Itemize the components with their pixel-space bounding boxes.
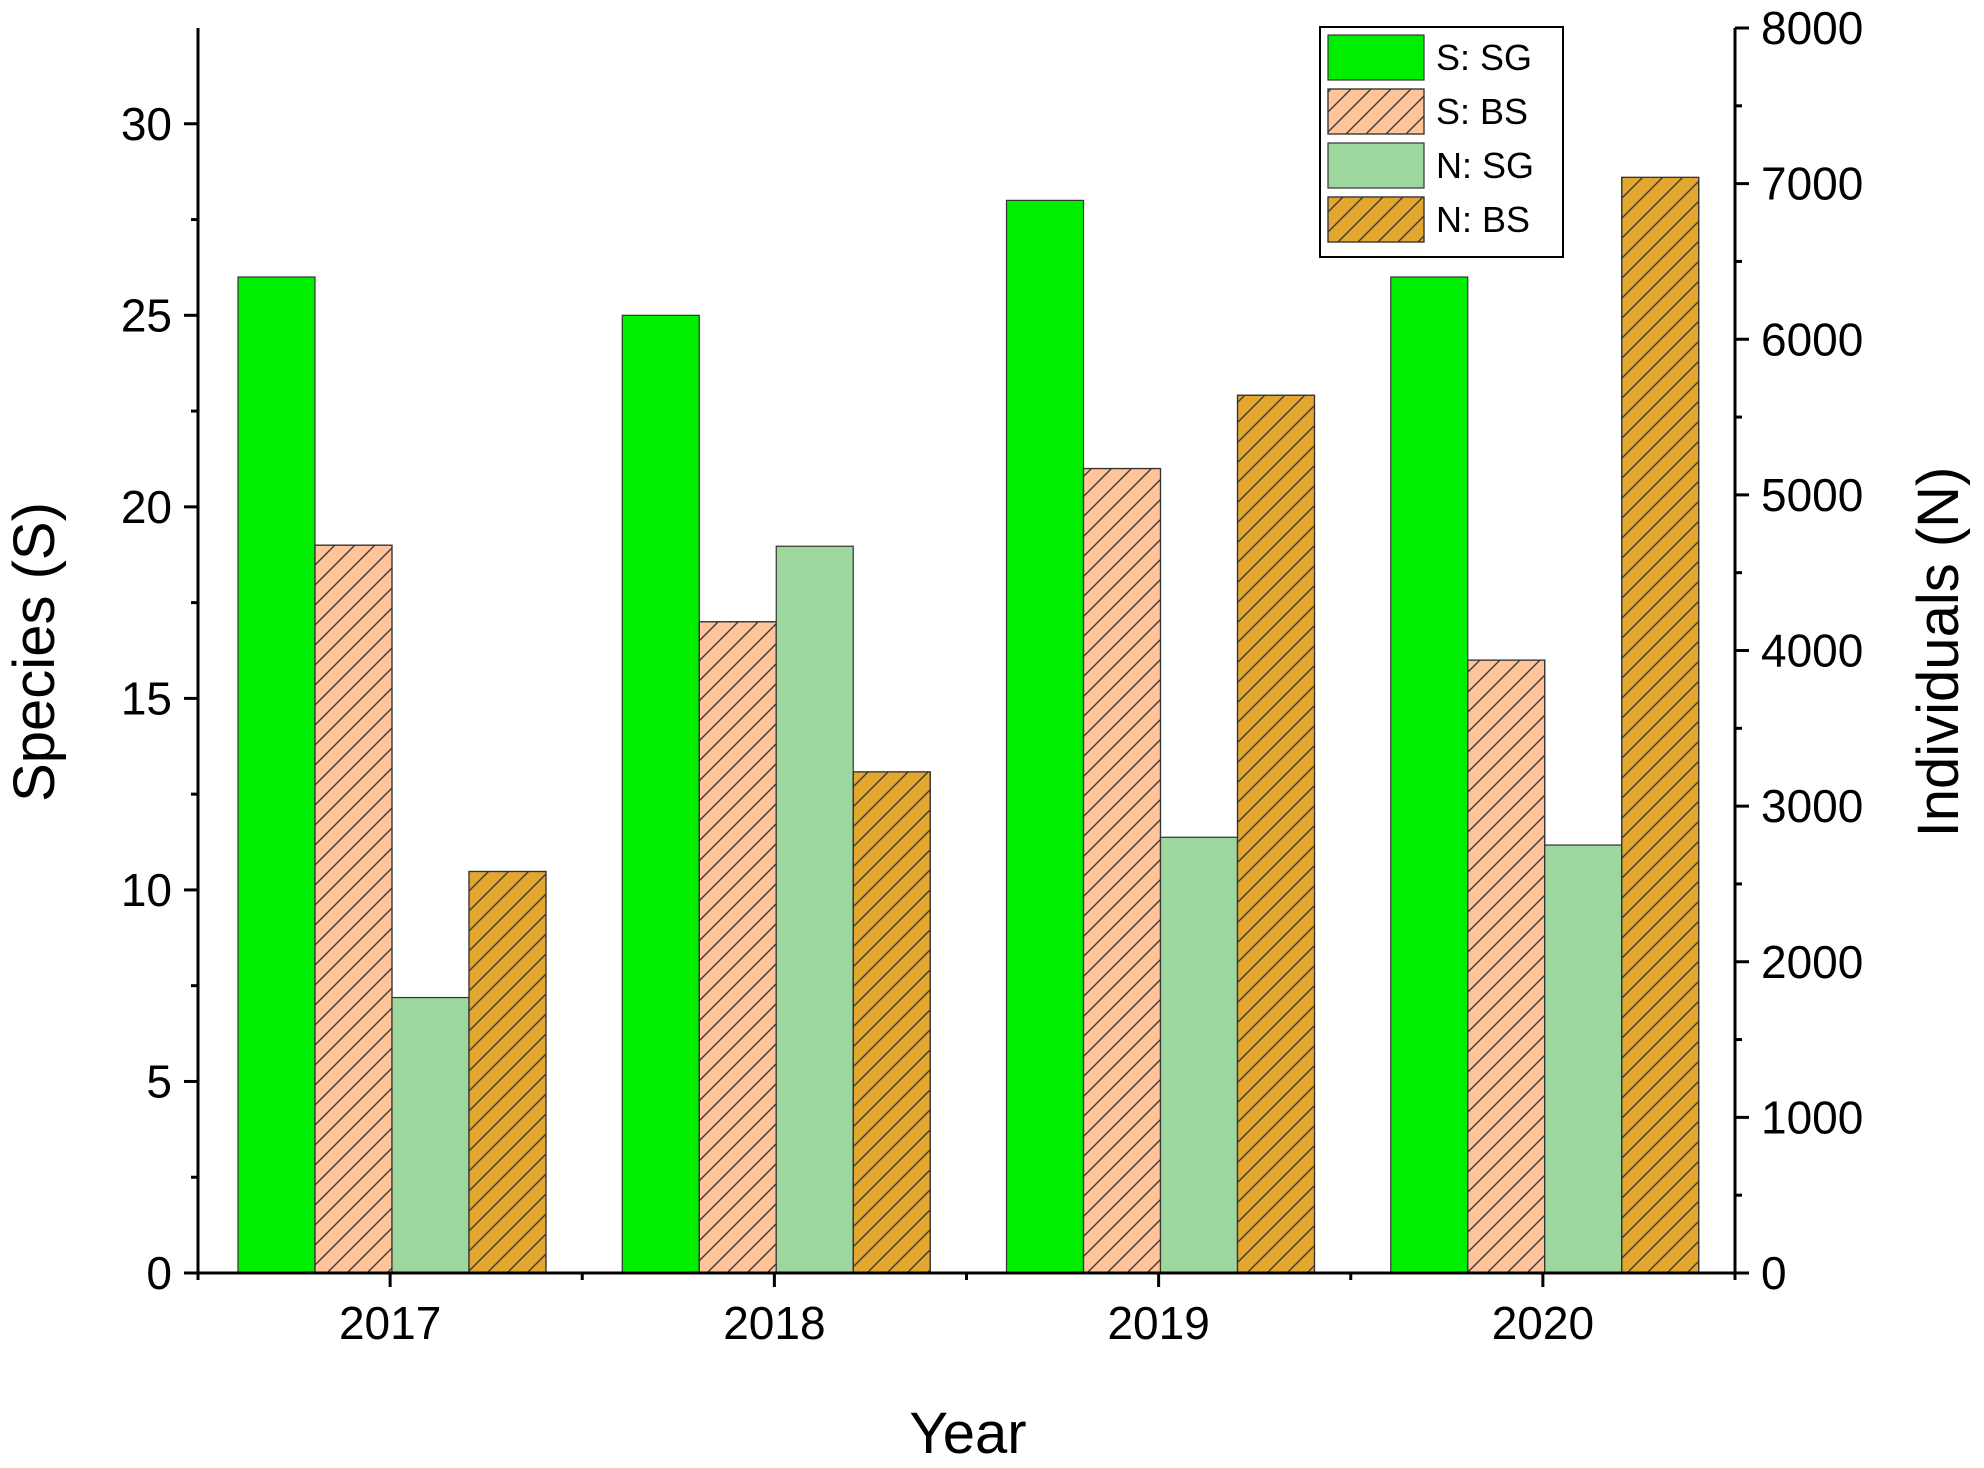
y-left-tick-label: 30 xyxy=(121,98,172,150)
x-tick-label: 2020 xyxy=(1492,1297,1594,1349)
legend: S: SG S: BS N: SG N: BS xyxy=(1319,26,1564,258)
legend-swatch-hatch xyxy=(1327,196,1425,243)
bar xyxy=(1005,199,1085,1274)
bar-hatch xyxy=(314,544,393,1274)
bar xyxy=(237,276,316,1274)
y-right-tick-label: 6000 xyxy=(1761,313,1863,365)
bar-hatch xyxy=(1236,394,1316,1274)
x-tick-label: 2018 xyxy=(723,1297,825,1349)
y-left-tick-label: 20 xyxy=(121,481,172,533)
legend-label: S: BS xyxy=(1436,91,1528,132)
legend-swatch xyxy=(1327,142,1425,189)
legend-label: S: SG xyxy=(1436,37,1532,78)
y-right-tick-label: 0 xyxy=(1761,1247,1787,1299)
bar xyxy=(621,314,700,1274)
legend-swatch xyxy=(1327,34,1425,81)
x-tick-label: 2019 xyxy=(1107,1297,1209,1349)
bar xyxy=(775,545,854,1274)
legend-swatch-hatch xyxy=(1327,88,1425,135)
y-left-tick-label: 25 xyxy=(121,289,172,341)
axes-layer: 0 5 10 15 20 25 30 0 1000 2000 3000 4000 5000 6000 700… xyxy=(121,2,1864,1349)
bar-hatch xyxy=(1467,659,1546,1274)
y-right-tick-label: 5000 xyxy=(1761,469,1863,521)
legend-label: N: BS xyxy=(1436,199,1530,240)
y-left-tick-label: 15 xyxy=(121,672,172,724)
x-tick-label: 2017 xyxy=(339,1297,441,1349)
x-axis-title: Year xyxy=(909,1401,1026,1463)
y-right-tick-label: 3000 xyxy=(1761,780,1863,832)
y-right-tick-label: 2000 xyxy=(1761,936,1863,988)
bar xyxy=(1390,276,1469,1274)
y-axis-left-title: Species (S) xyxy=(2,502,67,802)
bars-layer xyxy=(237,176,1700,1274)
y-left-tick-label: 0 xyxy=(146,1247,172,1299)
y-right-tick-label: 1000 xyxy=(1761,1091,1863,1143)
bar-hatch xyxy=(1621,176,1700,1274)
bar xyxy=(1159,836,1239,1274)
bar-hatch xyxy=(1082,467,1162,1274)
y-axis-right-title: Individuals (N) xyxy=(1906,467,1971,838)
bar-hatch xyxy=(698,621,777,1274)
y-right-tick-label: 7000 xyxy=(1761,158,1863,210)
legend-label: N: SG xyxy=(1436,145,1534,186)
bar-hatch xyxy=(468,870,547,1274)
bar xyxy=(391,996,470,1274)
y-left-tick-label: 5 xyxy=(146,1055,172,1107)
bar xyxy=(1544,844,1623,1274)
bar-hatch xyxy=(852,771,931,1274)
y-right-tick-label: 4000 xyxy=(1761,625,1863,677)
y-left-tick-label: 10 xyxy=(121,864,172,916)
y-right-tick-label: 8000 xyxy=(1761,2,1863,54)
